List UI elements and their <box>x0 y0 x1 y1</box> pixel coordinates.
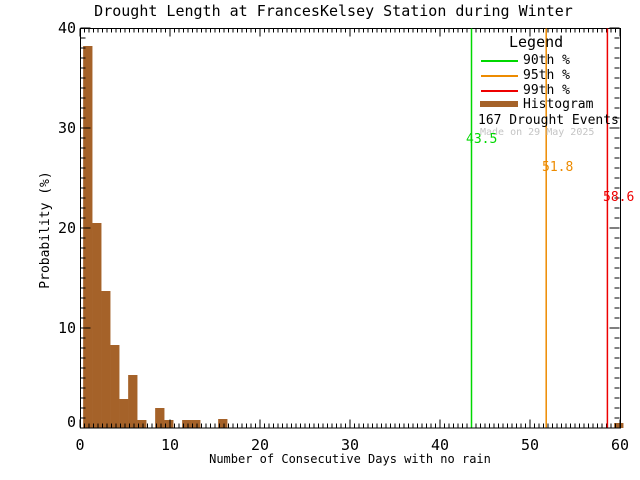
legend-swatch-histogram <box>480 101 518 107</box>
histogram-bar <box>128 375 138 428</box>
y-tick-label: 40 <box>57 19 76 37</box>
legend-line-95th-percentile <box>481 75 518 77</box>
histogram-bar <box>101 291 111 428</box>
histogram-bar <box>218 419 228 428</box>
x-tick-label: 50 <box>520 436 540 454</box>
y-tick-label: 10 <box>57 319 76 337</box>
legend-label-90th-percentile: 90th % <box>523 53 570 68</box>
percentile-99-value-label: 58.6 <box>603 190 635 205</box>
percentile-90-value-label: 43.5 <box>466 132 498 147</box>
histogram-bar <box>83 46 93 428</box>
x-tick-label: 10 <box>160 436 180 454</box>
histogram-bar <box>191 420 201 428</box>
legend-label-99th-percentile: 99th % <box>523 83 570 98</box>
x-tick-label: 30 <box>340 436 360 454</box>
histogram-bar <box>110 345 120 428</box>
x-axis-title: Number of Consecutive Days with no rain <box>209 452 491 466</box>
histogram-bar <box>614 423 624 428</box>
histogram-bar <box>119 399 129 428</box>
watermark-made-on: Made on 29 May 2025 <box>480 127 595 138</box>
histogram-bar <box>137 420 147 428</box>
percentile-95-value-label: 51.8 <box>542 160 574 175</box>
x-tick-label: 40 <box>430 436 450 454</box>
legend-label-95th-percentile: 95th % <box>523 68 570 83</box>
x-tick-label: 20 <box>250 436 270 454</box>
chart-title: Drought Length at FrancesKelsey Station … <box>94 2 573 20</box>
histogram-bar <box>182 420 192 428</box>
drought-events-count: 167 Drought Events <box>478 113 619 128</box>
y-tick-label: 30 <box>57 119 76 137</box>
histogram-bar <box>92 223 102 428</box>
legend-line-90th-percentile <box>481 60 518 62</box>
x-tick-label: 60 <box>610 436 630 454</box>
y-tick-label: 0 <box>66 413 76 431</box>
y-tick-label: 20 <box>57 219 76 237</box>
x-tick-label: 0 <box>75 436 85 454</box>
legend-title: Legend <box>509 33 564 51</box>
legend-label-histogram: Histogram <box>523 97 594 112</box>
legend-line-99th-percentile <box>481 90 518 92</box>
histogram-bar <box>155 408 165 428</box>
histogram-bar <box>164 420 174 428</box>
